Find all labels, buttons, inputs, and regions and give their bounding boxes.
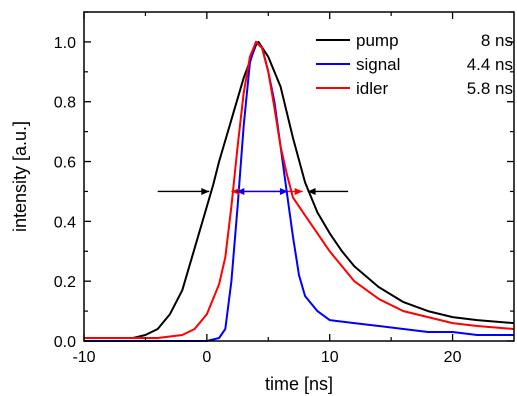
- legend-label-idler: idler: [356, 79, 388, 98]
- plot-frame: [83, 11, 515, 342]
- arrow-head: [294, 187, 303, 195]
- axis-ticks: [83, 11, 514, 342]
- legend: pump 8 ns signal 4.4 ns idler 5.8 ns: [316, 31, 513, 98]
- series-line-idler: [84, 40, 515, 339]
- tick-labels: -10 0 10 20 0.0 0.2 0.4 0.6 0.8 1.0: [54, 35, 462, 366]
- arrow-head: [279, 187, 288, 195]
- x-tick-label: 20: [444, 349, 462, 366]
- y-tick-label: 0.2: [54, 274, 76, 291]
- y-tick-label: 0.0: [54, 334, 76, 351]
- y-axis-label: intensity [a.u.]: [10, 121, 30, 232]
- y-tick-label: 0.6: [54, 155, 76, 172]
- x-tick-label: 0: [202, 349, 211, 366]
- series-line-signal: [84, 40, 514, 342]
- arrow-head: [231, 187, 240, 195]
- legend-label-signal: signal: [356, 55, 400, 74]
- legend-label-pump: pump: [356, 31, 399, 50]
- x-axis-label: time [ns]: [265, 374, 333, 394]
- legend-fwhm-pump: 8 ns: [481, 31, 513, 50]
- x-tick-label: -10: [72, 349, 95, 366]
- y-tick-label: 0.8: [54, 95, 76, 112]
- y-tick-label: 0.4: [54, 214, 76, 231]
- y-tick-label: 1.0: [54, 35, 76, 52]
- legend-fwhm-idler: 5.8 ns: [467, 79, 513, 98]
- arrow-head: [307, 187, 316, 195]
- fwhm-arrows-layer: [157, 187, 349, 195]
- arrow-head: [236, 187, 245, 195]
- arrow-head: [201, 187, 210, 195]
- x-tick-label: 10: [321, 349, 339, 366]
- curves-layer: [84, 40, 515, 342]
- legend-fwhm-signal: 4.4 ns: [467, 55, 513, 74]
